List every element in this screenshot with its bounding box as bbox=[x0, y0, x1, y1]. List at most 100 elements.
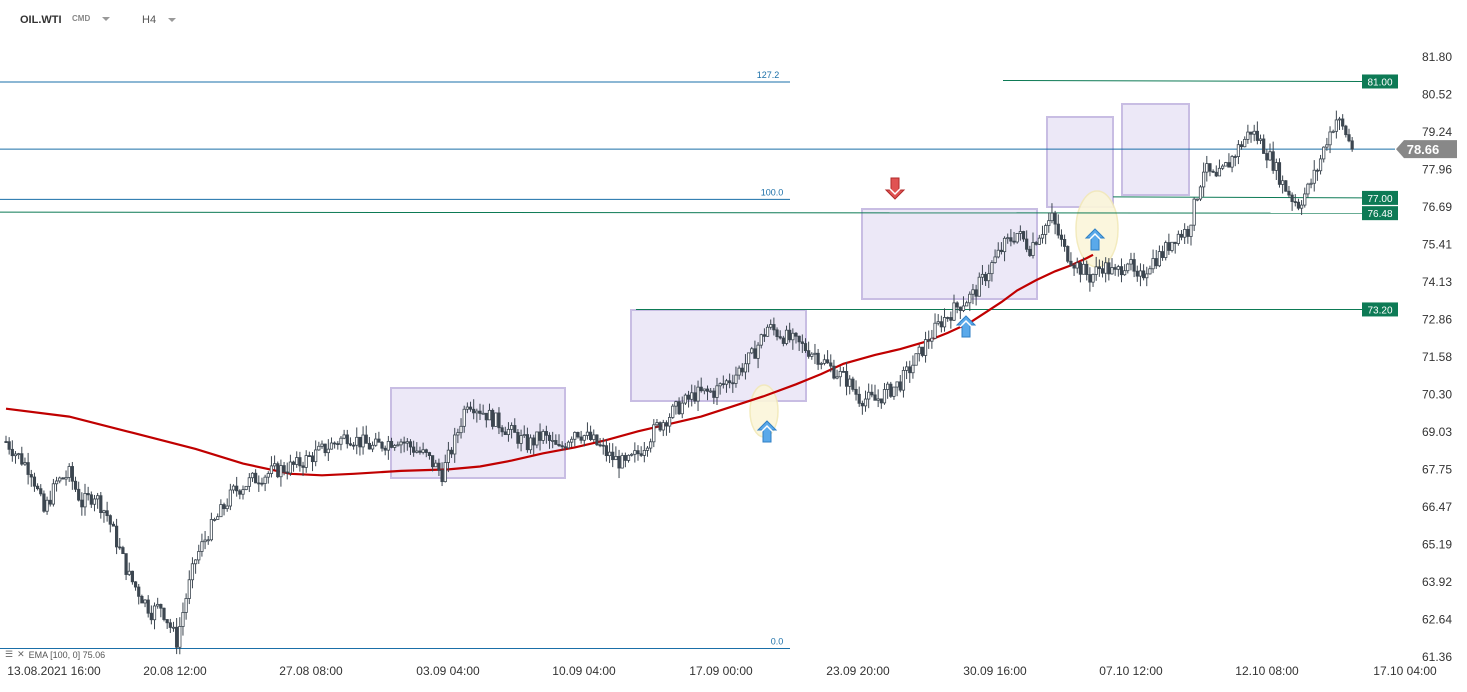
candle-body bbox=[462, 408, 466, 427]
candle-body bbox=[1322, 146, 1326, 160]
candle-body bbox=[1148, 268, 1152, 275]
candle-body bbox=[1135, 270, 1139, 277]
candle-body bbox=[1063, 239, 1067, 247]
candle-body bbox=[705, 388, 710, 392]
x-tick-label: 23.09 20:00 bbox=[826, 664, 890, 678]
candle-body bbox=[740, 367, 744, 373]
candle-body bbox=[1015, 233, 1019, 243]
candle-body bbox=[1268, 151, 1272, 161]
candle-body bbox=[1293, 201, 1297, 203]
candle-body bbox=[803, 343, 808, 352]
candle-body bbox=[838, 370, 842, 378]
candle-body bbox=[4, 441, 8, 443]
hamburger-icon[interactable]: ☰ bbox=[5, 649, 14, 659]
candle-body bbox=[917, 346, 921, 355]
candle-body bbox=[487, 409, 492, 421]
instrument-type-selector[interactable]: CMD bbox=[72, 14, 111, 23]
candle-body bbox=[576, 431, 580, 438]
candle-body bbox=[1040, 234, 1045, 239]
candle-body bbox=[1239, 144, 1244, 148]
candle-body bbox=[304, 455, 308, 468]
timeframe-selector[interactable]: H4 bbox=[142, 14, 177, 26]
candle-body bbox=[181, 612, 185, 627]
price-level-tag-bg bbox=[1362, 74, 1398, 89]
candle-body bbox=[307, 455, 311, 457]
candle-body bbox=[412, 446, 416, 453]
candle-body bbox=[472, 408, 476, 414]
candle-body bbox=[17, 453, 21, 456]
candle-body bbox=[206, 539, 210, 542]
candle-body bbox=[680, 402, 684, 415]
candle-body bbox=[465, 406, 469, 410]
candle-body bbox=[1205, 163, 1209, 173]
candle-body bbox=[1094, 266, 1098, 275]
candle-body bbox=[1173, 241, 1177, 244]
candle-body bbox=[863, 398, 868, 407]
y-tick-label: 67.75 bbox=[1422, 462, 1452, 476]
close-icon[interactable]: ✕ bbox=[17, 649, 25, 659]
candle-body bbox=[345, 434, 349, 445]
candle-body bbox=[231, 485, 236, 491]
candle-body bbox=[115, 525, 119, 548]
candle-body bbox=[475, 410, 479, 414]
candle-body bbox=[617, 456, 621, 469]
candle-body bbox=[1151, 258, 1155, 270]
candle-body bbox=[759, 334, 763, 346]
candle-body bbox=[1110, 267, 1114, 275]
support-line bbox=[0, 211, 1363, 214]
candle-body bbox=[291, 461, 296, 465]
candle-body bbox=[1334, 119, 1338, 132]
candle-body bbox=[826, 359, 830, 364]
candle-body bbox=[200, 541, 204, 552]
candle-body bbox=[393, 445, 397, 448]
candle-body bbox=[1113, 267, 1117, 270]
candle-body bbox=[598, 444, 602, 447]
candle-body bbox=[854, 388, 858, 395]
candle-body bbox=[1021, 231, 1026, 240]
candle-body bbox=[1227, 162, 1231, 168]
candle-body bbox=[892, 386, 896, 397]
candle-body bbox=[664, 422, 669, 427]
candle-body bbox=[1195, 198, 1199, 201]
candle-body bbox=[83, 493, 87, 508]
candle-body bbox=[276, 463, 280, 478]
candle-body bbox=[377, 438, 381, 443]
candle-body bbox=[686, 394, 691, 400]
candle-body bbox=[39, 488, 43, 495]
candle-body bbox=[987, 273, 991, 282]
candle-body bbox=[1271, 151, 1275, 171]
candle-body bbox=[250, 472, 255, 479]
candle-body bbox=[645, 447, 650, 451]
candle-body bbox=[121, 547, 125, 555]
x-tick-label: 17.10 04:00 bbox=[1373, 664, 1437, 678]
candle-body bbox=[652, 424, 656, 443]
candle-body bbox=[484, 412, 488, 421]
candle-body bbox=[481, 412, 485, 415]
candle-body bbox=[459, 425, 463, 434]
candle-body bbox=[718, 383, 722, 387]
symbol-selector[interactable]: OIL.WTI bbox=[20, 14, 62, 26]
candle-body bbox=[415, 450, 419, 453]
candle-body bbox=[326, 448, 330, 454]
x-tick-label: 20.08 12:00 bbox=[143, 664, 207, 678]
candle-body bbox=[1072, 264, 1076, 269]
candle-body bbox=[67, 466, 71, 478]
candle-body bbox=[819, 362, 823, 365]
candle-body bbox=[427, 452, 432, 456]
candle-body bbox=[10, 448, 14, 457]
candle-body bbox=[901, 370, 906, 391]
candle-body bbox=[1208, 163, 1212, 172]
candle-body bbox=[961, 305, 966, 311]
x-tick-label: 27.08 08:00 bbox=[279, 664, 343, 678]
candle-body bbox=[905, 366, 909, 371]
candle-body bbox=[835, 376, 839, 379]
candle-body bbox=[329, 442, 334, 450]
candle-body bbox=[958, 306, 962, 311]
candle-body bbox=[285, 471, 289, 474]
candle-body bbox=[494, 412, 498, 427]
candle-body bbox=[1306, 183, 1310, 195]
candle-body bbox=[1315, 169, 1319, 172]
candle-body bbox=[339, 437, 343, 445]
